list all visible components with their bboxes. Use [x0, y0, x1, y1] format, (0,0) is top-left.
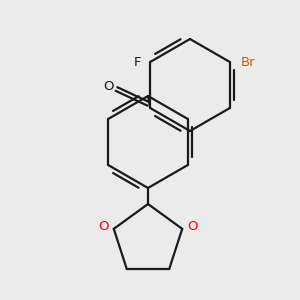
- Text: Br: Br: [241, 56, 255, 68]
- Text: O: O: [98, 220, 109, 233]
- Text: O: O: [103, 80, 114, 93]
- Text: O: O: [187, 220, 197, 233]
- Text: F: F: [134, 56, 141, 68]
